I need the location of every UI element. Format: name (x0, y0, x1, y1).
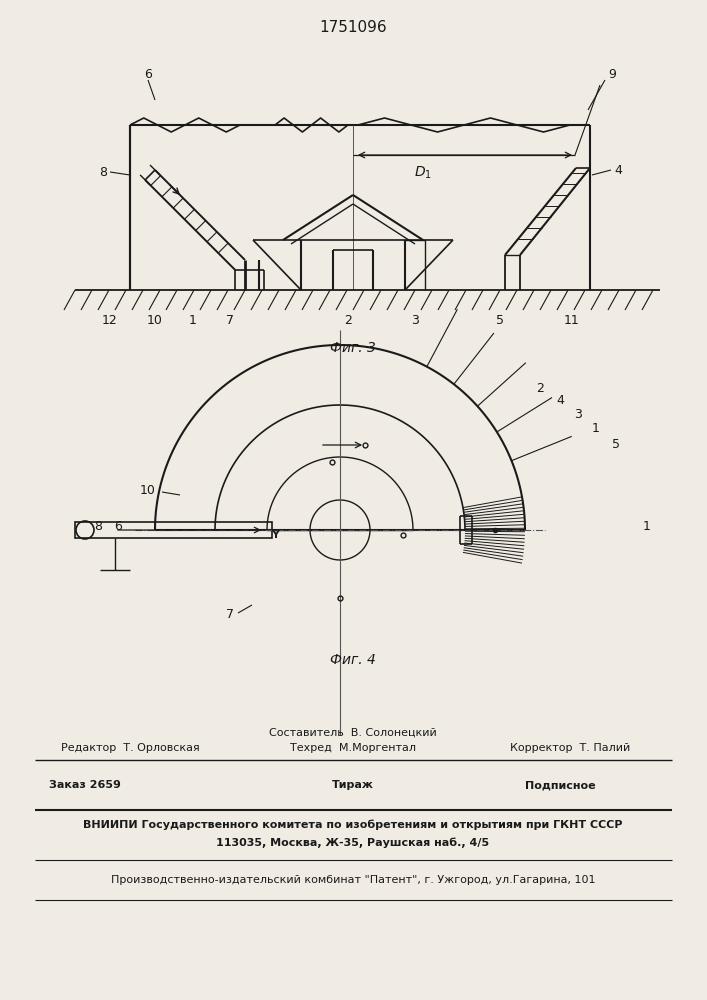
Text: Y: Y (271, 530, 279, 540)
Text: 2: 2 (536, 381, 544, 394)
Text: 1: 1 (643, 520, 651, 534)
Text: 10: 10 (147, 314, 163, 326)
Text: 3: 3 (574, 408, 582, 420)
Bar (75, 522, 272, 538)
Text: $D_1$: $D_1$ (414, 165, 432, 181)
Text: Производственно-издательский комбинат "Патент", г. Ужгород, ул.Гагарина, 101: Производственно-издательский комбинат "П… (111, 875, 595, 885)
Text: 3: 3 (411, 314, 419, 326)
Text: 1: 1 (189, 314, 197, 326)
Text: 11: 11 (564, 314, 580, 326)
Text: Заказ 2659: Заказ 2659 (49, 780, 121, 790)
Text: 2: 2 (344, 314, 352, 326)
Text: 9: 9 (608, 68, 616, 82)
Text: Редактор  Т. Орловская: Редактор Т. Орловская (61, 743, 199, 753)
Text: 12: 12 (102, 314, 118, 326)
Text: Фиг. 4: Фиг. 4 (330, 653, 376, 667)
Text: 10: 10 (140, 484, 156, 496)
Text: ВНИИПИ Государственного комитета по изобретениям и открытиям при ГКНТ СССР: ВНИИПИ Государственного комитета по изоб… (83, 820, 623, 830)
Text: 4: 4 (614, 163, 622, 176)
Text: Подписное: Подписное (525, 780, 595, 790)
Text: Фиг. 3: Фиг. 3 (330, 341, 376, 355)
Text: 5: 5 (612, 438, 620, 450)
Text: Тираж: Тираж (332, 780, 374, 790)
Text: 113035, Москва, Ж-35, Раушская наб., 4/5: 113035, Москва, Ж-35, Раушская наб., 4/5 (216, 838, 489, 848)
Text: 1751096: 1751096 (319, 20, 387, 35)
Text: 4: 4 (556, 393, 564, 406)
Text: 6: 6 (144, 68, 152, 82)
Text: 8: 8 (99, 165, 107, 178)
Text: Составитель  В. Солонецкий: Составитель В. Солонецкий (269, 728, 437, 738)
Text: 1: 1 (592, 422, 600, 434)
Text: Корректор  Т. Палий: Корректор Т. Палий (510, 743, 630, 753)
Text: 7: 7 (226, 314, 234, 326)
Text: 6: 6 (114, 520, 122, 534)
Text: Техред  М.Моргентал: Техред М.Моргентал (290, 743, 416, 753)
Text: 5: 5 (496, 314, 504, 326)
Text: 7: 7 (226, 608, 234, 621)
Text: 8: 8 (94, 520, 102, 534)
